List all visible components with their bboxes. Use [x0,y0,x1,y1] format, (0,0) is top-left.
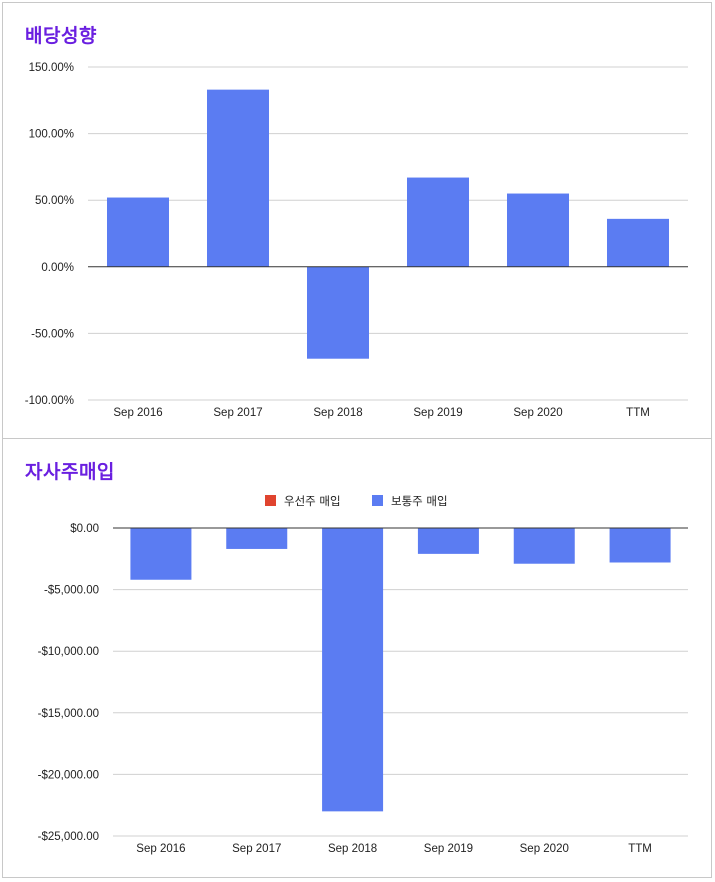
x-tick-label: Sep 2018 [328,843,377,855]
buyback-panel: 자사주매입 $0.00 -$5,000.00 -$10,000.00 -$15,000… [2,438,712,878]
x-tick-label: Sep 2017 [213,407,262,419]
y-tick-label: 150.00% [29,62,74,74]
bar [322,528,384,812]
y-tick-label: -$5,000.00 [44,585,99,597]
x-tick-label: Sep 2020 [513,407,562,419]
y-tick-label: 100.00% [29,129,74,141]
buyback-chart: $0.00 -$5,000.00 -$10,000.00 -$15,000.00 -$2… [38,494,688,855]
bar [130,528,192,580]
y-tick-label: -50.00% [31,328,74,340]
x-tick-label: Sep 2020 [520,843,569,855]
y-tick-label: -$20,000.00 [38,769,99,781]
legend-label: 보통주 매입 [391,494,448,508]
payout-ratio-chart: 150.00% 100.00% 50.00% 0.00% -50.00% -100.00%… [25,62,688,419]
bar [609,528,671,563]
bar [307,266,369,359]
legend-swatch [372,495,383,506]
buyback-title: 자사주매입 [25,461,115,483]
x-tick-label: Sep 2019 [413,407,462,419]
bar [207,89,269,267]
x-tick-label: Sep 2016 [113,407,162,419]
y-tick-label: -$25,000.00 [38,831,99,843]
bar [607,218,669,267]
bar [417,528,479,554]
bar [107,197,169,267]
x-tick-label: Sep 2018 [313,407,362,419]
bar [513,528,575,564]
bar [226,528,288,549]
payout-ratio-title: 배당성향 [25,25,97,47]
legend-swatch [265,495,276,506]
bar [507,193,569,267]
x-tick-label: TTM [626,407,650,419]
y-tick-label: 50.00% [35,195,74,207]
y-tick-label: -100.00% [25,395,74,407]
legend-label: 우선주 매입 [284,494,341,508]
bar [407,177,469,267]
x-tick-label: Sep 2019 [424,843,473,855]
payout-ratio-panel: 배당성향 150.00% 100.00% 50.00% 0.00% -50.00% -10… [2,2,712,439]
y-tick-label: -$15,000.00 [38,708,99,720]
y-tick-label: -$10,000.00 [38,646,99,658]
x-tick-label: TTM [628,843,652,855]
x-tick-label: Sep 2017 [232,843,281,855]
x-tick-label: Sep 2016 [136,843,185,855]
y-tick-label: 0.00% [41,262,74,274]
y-tick-label: $0.00 [70,523,99,535]
